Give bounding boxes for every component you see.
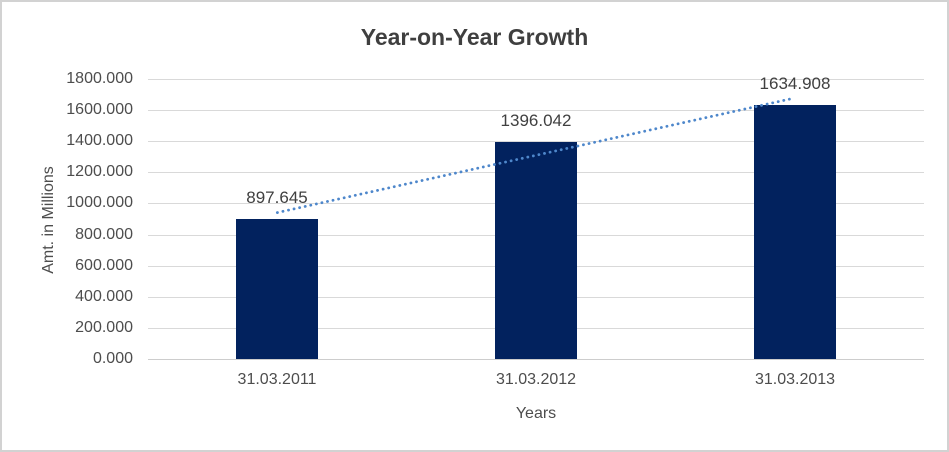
- y-tick-label: 1200.000: [66, 163, 133, 180]
- bar-31.03.2012: [495, 142, 577, 359]
- y-tick-label: 400.000: [75, 288, 133, 305]
- y-tick-label: 800.000: [75, 226, 133, 243]
- x-axis-title: Years: [515, 405, 557, 422]
- chart-title: Year-on-Year Growth: [360, 24, 589, 50]
- y-tick-label: 600.000: [75, 257, 133, 274]
- y-tick-label: 200.000: [75, 319, 133, 336]
- bar-31.03.2013: [754, 105, 836, 359]
- x-axis-line: [148, 359, 924, 360]
- y-tick-label: 1000.000: [66, 194, 133, 211]
- x-tick-label: 31.03.2011: [237, 371, 317, 388]
- gridline: [148, 79, 924, 80]
- y-tick-label: 1800.000: [66, 70, 133, 87]
- x-tick-label: 31.03.2013: [754, 371, 836, 388]
- y-tick-label: 1400.000: [66, 132, 133, 149]
- bar-31.03.2011: [236, 219, 318, 359]
- data-label: 1634.908: [759, 74, 831, 93]
- data-label: 1396.042: [500, 111, 572, 130]
- y-tick-label: 1600.000: [66, 101, 133, 118]
- x-tick-label: 31.03.2012: [495, 371, 577, 388]
- data-label: 897.645: [246, 188, 308, 207]
- y-tick-label: 0.000: [92, 350, 133, 367]
